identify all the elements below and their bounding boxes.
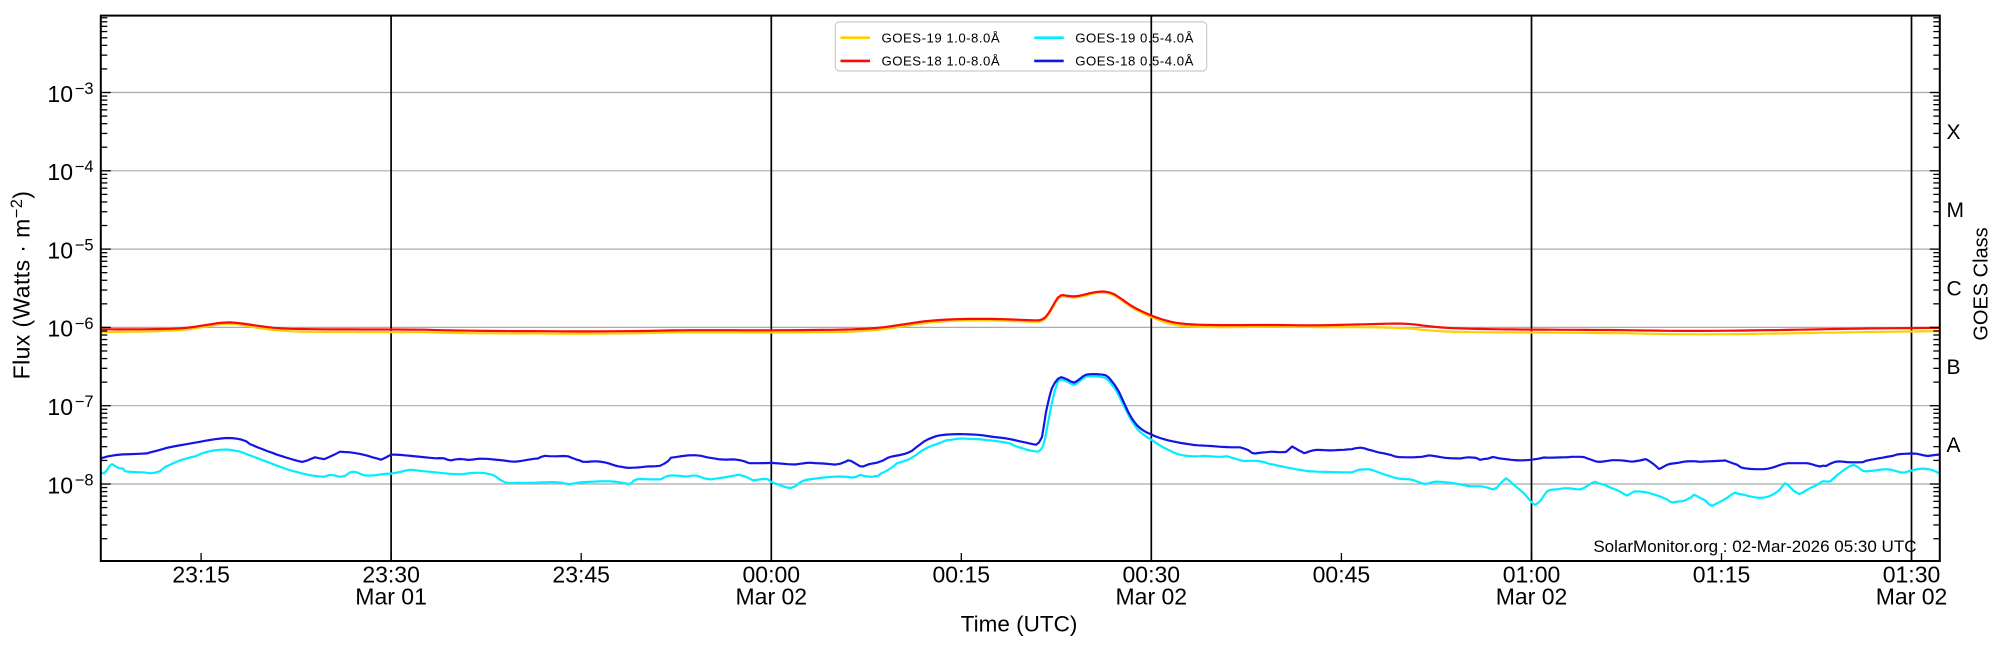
svg-text:A: A <box>1947 434 1961 457</box>
svg-text:Mar 02: Mar 02 <box>1876 584 1948 610</box>
svg-text:01:15: 01:15 <box>1693 562 1751 588</box>
svg-text:10: 10 <box>47 394 73 420</box>
svg-text:Time (UTC): Time (UTC) <box>961 612 1078 637</box>
svg-text:C: C <box>1947 278 1962 301</box>
svg-text:00:00: 00:00 <box>743 562 801 588</box>
svg-text:00:15: 00:15 <box>933 562 991 588</box>
svg-text:10: 10 <box>47 81 73 107</box>
svg-text:−6: −6 <box>75 315 94 333</box>
svg-text:00:45: 00:45 <box>1313 562 1371 588</box>
svg-text:−5: −5 <box>75 237 94 255</box>
svg-text:01:30: 01:30 <box>1883 562 1941 588</box>
svg-text:10: 10 <box>47 316 73 342</box>
svg-text:10: 10 <box>47 237 73 263</box>
svg-text:GOES Class: GOES Class <box>1971 227 1993 340</box>
svg-text:SolarMonitor.org : 02-Mar-2026: SolarMonitor.org : 02-Mar-2026 05:30 UTC <box>1593 537 1916 556</box>
svg-text:GOES-19 1.0-8.0Å: GOES-19 1.0-8.0Å <box>882 30 1001 45</box>
svg-text:23:45: 23:45 <box>552 562 610 588</box>
svg-text:01:00: 01:00 <box>1503 562 1561 588</box>
svg-text:M: M <box>1947 199 1965 222</box>
svg-text:GOES-18 0.5-4.0Å: GOES-18 0.5-4.0Å <box>1075 54 1194 69</box>
svg-text:00:30: 00:30 <box>1123 562 1181 588</box>
svg-text:−8: −8 <box>75 471 94 489</box>
svg-text:Mar 02: Mar 02 <box>736 584 808 610</box>
svg-text:Flux (Watts · m−2): Flux (Watts · m−2) <box>8 191 35 380</box>
svg-text:10: 10 <box>47 159 73 185</box>
svg-text:23:15: 23:15 <box>172 562 230 588</box>
svg-text:10: 10 <box>47 472 73 498</box>
svg-text:GOES-19 0.5-4.0Å: GOES-19 0.5-4.0Å <box>1075 30 1194 45</box>
svg-text:−4: −4 <box>75 158 94 176</box>
svg-text:B: B <box>1947 356 1961 379</box>
svg-text:−7: −7 <box>75 393 94 411</box>
svg-text:Mar 02: Mar 02 <box>1496 584 1568 610</box>
svg-text:Mar 02: Mar 02 <box>1116 584 1188 610</box>
svg-text:23:30: 23:30 <box>362 562 420 588</box>
svg-text:Mar 01: Mar 01 <box>355 584 427 610</box>
svg-text:X: X <box>1947 121 1961 144</box>
svg-text:−3: −3 <box>75 80 94 98</box>
svg-text:GOES-18 1.0-8.0Å: GOES-18 1.0-8.0Å <box>882 54 1001 69</box>
